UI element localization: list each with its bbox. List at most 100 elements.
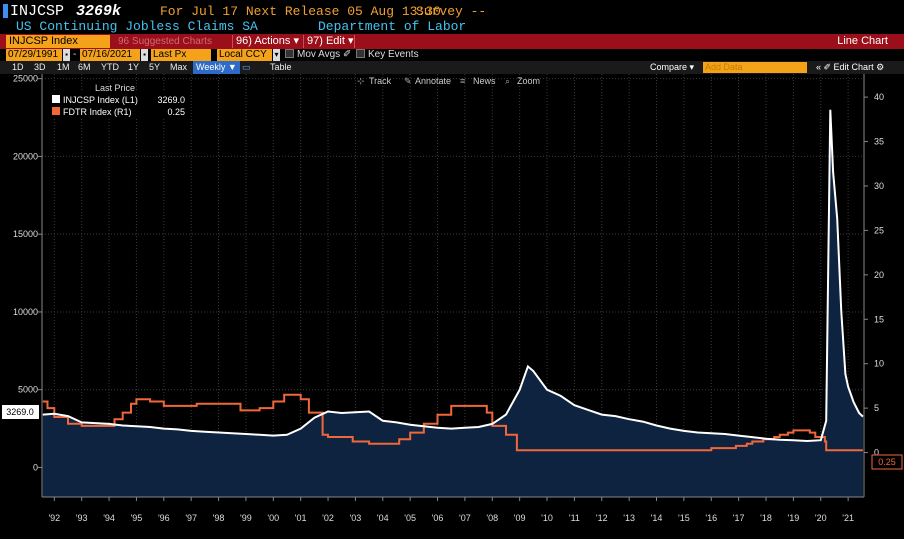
legend-value-fdtr: 0.25 [167, 107, 185, 117]
x-tick-label: '21 [842, 513, 854, 523]
x-tick-label: '11 [569, 513, 580, 523]
left-tick-label: 0 [33, 462, 38, 472]
period-max[interactable]: Max [170, 62, 188, 72]
suggested-charts-menu[interactable]: 96 Suggested Charts [118, 36, 212, 47]
x-tick-label: '12 [596, 513, 608, 523]
ticker-accent [3, 4, 8, 18]
menu-divider [303, 35, 304, 48]
actions-menu[interactable]: 96) Actions ▾ [236, 35, 299, 47]
right-last-value: 0.25 [878, 457, 896, 467]
chart-legend: Last Price INJCSP Index (L1) 3269.0 FDTR… [50, 83, 188, 117]
x-tick-label: '99 [240, 513, 252, 523]
x-tick-label: '06 [432, 513, 444, 523]
release-info: For Jul 17 Next Release 05 Aug 13:30 [160, 4, 441, 19]
mov-avgs-toggle[interactable]: Mov Avgs ✐ [285, 49, 351, 61]
right-tick-label: 10 [874, 359, 884, 369]
period-5y[interactable]: 5Y [149, 62, 161, 72]
left-tick-label: 15000 [13, 229, 38, 239]
left-tick-label: 20000 [13, 151, 38, 161]
x-tick-label: '95 [131, 513, 143, 523]
edit-chart-button[interactable]: « ✐ Edit Chart ⚙ [816, 62, 885, 72]
x-tick-label: '19 [788, 513, 800, 523]
line-chart[interactable]: '92 '93 '94 '95 '96 '97 '98 '99 '00 '01 '02 '03 '04 '… [0, 74, 904, 536]
period-1m[interactable]: 1M [57, 62, 70, 72]
price-field-select[interactable]: Last Px [151, 49, 211, 61]
right-tick-label: 30 [874, 181, 884, 191]
survey-info: Survey -- [416, 4, 487, 19]
x-tick-label: '92 [48, 513, 60, 523]
period-1d[interactable]: 1D [12, 62, 24, 72]
currency-select[interactable]: Local CCY [217, 49, 272, 61]
right-tick-label: 40 [874, 92, 884, 102]
legend-label-fdtr: FDTR Index (R1) [63, 107, 132, 117]
legend-swatch-fdtr [52, 107, 60, 115]
chevron-down-icon[interactable]: ▾ [273, 49, 280, 61]
chart-type-label[interactable]: Line Chart [837, 35, 888, 47]
last-value-tags: 3269.0 0.25 [2, 405, 903, 470]
period-3d[interactable]: 3D [34, 62, 46, 72]
menu-divider [354, 35, 355, 48]
key-events-label: Key Events [368, 49, 419, 60]
ticker-symbol[interactable]: INJCSP [10, 3, 65, 20]
period-1y[interactable]: 1Y [128, 62, 140, 72]
period-bar: 1D 3D 1M 6M YTD 1Y 5Y Max Weekly ▼ ▭ Tab… [0, 61, 904, 74]
frequency-select[interactable]: Weekly ▼ [193, 61, 240, 74]
checkbox-icon [285, 49, 294, 58]
checkbox-icon [356, 49, 365, 58]
chart-axes: '92 '93 '94 '95 '96 '97 '98 '99 '00 '01 '02 '03 '04 '… [13, 74, 884, 523]
calendar-icon[interactable]: ▪ [63, 49, 70, 61]
injcsp-line [42, 109, 864, 443]
track-icon[interactable]: ⊹ [357, 76, 365, 86]
edit-menu[interactable]: 97) Edit ▾ [307, 35, 354, 47]
right-tick-label: 0 [874, 448, 879, 458]
chart-area[interactable]: '92 '93 '94 '95 '96 '97 '98 '99 '00 '01 '02 '03 '04 '… [0, 74, 904, 536]
x-tick-label: '94 [103, 513, 115, 523]
add-data-input[interactable]: Add Data [703, 62, 807, 73]
x-tick-label: '97 [185, 513, 197, 523]
compare-menu[interactable]: Compare ▾ [650, 62, 695, 72]
zoom-icon[interactable]: ⌕ [505, 76, 510, 86]
start-date-field[interactable]: 07/29/1991 [6, 49, 62, 61]
chart-series [42, 109, 864, 498]
news-button[interactable]: News [473, 76, 496, 86]
x-tick-label: '01 [295, 513, 307, 523]
x-tick-label: '05 [404, 513, 416, 523]
x-tick-label: '96 [158, 513, 170, 523]
last-value: 3269k [76, 3, 122, 20]
period-6m[interactable]: 6M [78, 62, 91, 72]
x-tick-label: '98 [213, 513, 225, 523]
chart-mode-icon[interactable]: ▭ [242, 62, 251, 72]
x-tick-label: '14 [651, 513, 663, 523]
left-tick-label: 25000 [13, 74, 38, 84]
right-tick-label: 5 [874, 403, 879, 413]
x-tick-label: '02 [322, 513, 334, 523]
data-source: Department of Labor [318, 19, 467, 34]
legend-value-injcsp: 3269.0 [157, 95, 185, 105]
x-tick-label: '07 [459, 513, 471, 523]
x-tick-label: '03 [350, 513, 362, 523]
news-icon[interactable]: ≡ [460, 76, 465, 86]
annotate-button[interactable]: Annotate [415, 76, 451, 86]
zoom-button[interactable]: Zoom [517, 76, 540, 86]
x-tick-label: '20 [815, 513, 827, 523]
x-tick-label: '04 [377, 513, 389, 523]
x-tick-label: '00 [267, 513, 279, 523]
key-events-toggle[interactable]: Key Events [356, 49, 419, 61]
injcsp-area [42, 109, 863, 498]
index-tab[interactable]: INJCSP Index [6, 35, 110, 48]
end-date-field[interactable]: 07/16/2021 [80, 49, 140, 61]
calendar-icon[interactable]: ▪ [141, 49, 148, 61]
x-tick-label: '10 [541, 513, 553, 523]
period-ytd[interactable]: YTD [101, 62, 119, 72]
right-last-value-tag [871, 454, 903, 470]
menu-bar: INJCSP Index 96 Suggested Charts 96) Act… [0, 34, 904, 49]
legend-swatch-injcsp [52, 95, 60, 103]
legend-background [50, 91, 188, 117]
right-tick-label: 20 [874, 270, 884, 280]
annotate-icon[interactable]: ✎ [404, 76, 412, 86]
chart-toolbar: ⊹ Track ✎ Annotate ≡ News ⌕ Zoom [357, 76, 540, 86]
table-button[interactable]: Table [270, 62, 292, 72]
legend-header: Last Price [95, 83, 135, 93]
track-button[interactable]: Track [369, 76, 392, 86]
x-tick-label: '93 [76, 513, 88, 523]
